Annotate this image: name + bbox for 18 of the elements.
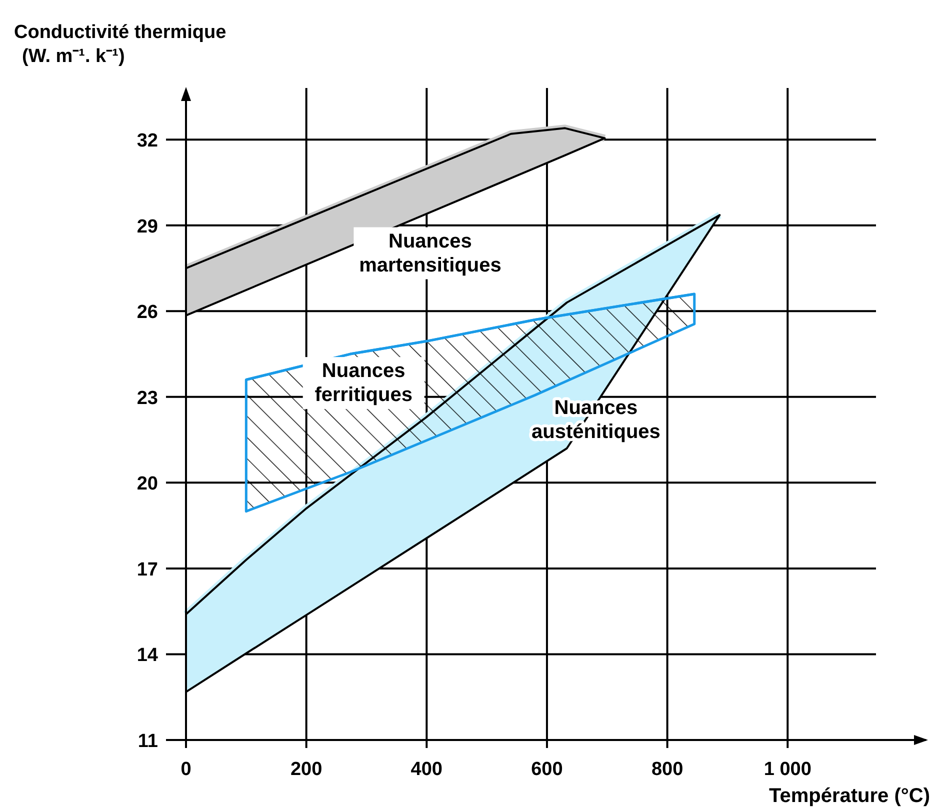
y-axis-title: Conductivité thermique (W. m⁻¹. k⁻¹) [14, 22, 226, 67]
y-tick-label: 23 [136, 388, 158, 409]
x-tick-label: 200 [290, 759, 322, 780]
x-tick-label: 800 [651, 759, 684, 780]
series-label: Nuances martensitiques [359, 230, 502, 276]
y-tick-label: 32 [136, 130, 158, 152]
x-tick-label: 600 [531, 759, 563, 780]
y-tick-label: 11 [138, 731, 158, 752]
y-tick-label: 20 [136, 474, 158, 495]
y-tick-label: 26 [136, 302, 158, 324]
y-tick-label: 17 [136, 559, 158, 580]
y-tick-label: 29 [136, 216, 158, 238]
x-tick-label: 1 000 [764, 759, 812, 780]
x-tick-label: 400 [410, 759, 442, 780]
series-label: Nuances ferritiques [314, 360, 413, 406]
x-axis-title: Température (°C) [769, 785, 930, 807]
y-tick-label: 14 [136, 645, 158, 666]
x-tick-label: 0 [180, 759, 192, 780]
